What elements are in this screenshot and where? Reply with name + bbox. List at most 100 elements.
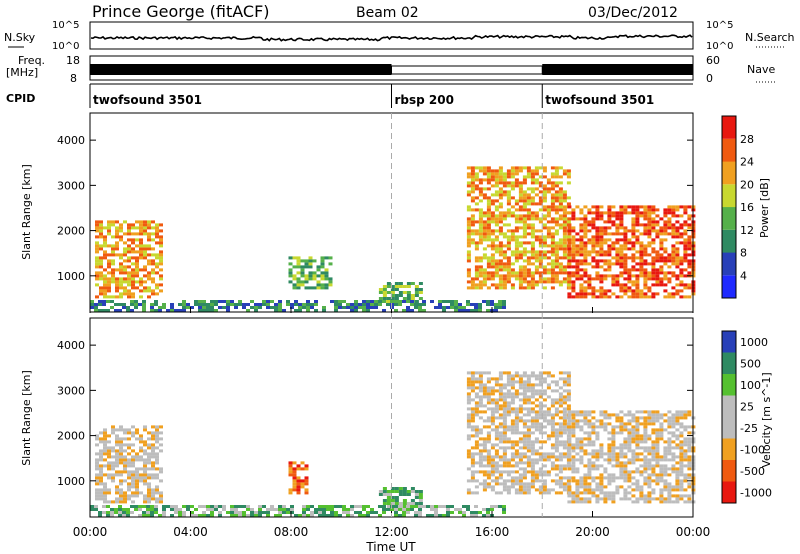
power-cell xyxy=(131,250,135,254)
power-cell xyxy=(534,256,539,260)
power-cell xyxy=(95,223,99,227)
velocity-cell xyxy=(482,479,487,483)
velocity-cell xyxy=(490,505,494,508)
velocity-cell xyxy=(583,410,588,414)
power-cell xyxy=(330,300,334,303)
power-cell xyxy=(324,274,329,278)
power-cell xyxy=(595,259,600,263)
power-cell xyxy=(522,286,527,290)
velocity-cell xyxy=(643,419,648,423)
power-cell xyxy=(546,220,551,224)
velocity-cell xyxy=(506,428,511,432)
velocity-cell xyxy=(506,470,511,474)
velocity-cell xyxy=(595,419,600,423)
power-cell xyxy=(687,205,692,209)
power-cell xyxy=(542,253,547,257)
power-cell xyxy=(538,262,543,266)
power-cell xyxy=(498,166,503,170)
power-cell xyxy=(647,244,652,248)
power-cell xyxy=(478,223,483,227)
velocity-cell xyxy=(522,446,527,450)
power-cell xyxy=(571,250,576,254)
power-cell xyxy=(530,214,535,218)
velocity-cell xyxy=(304,479,309,483)
power-cell xyxy=(554,217,559,221)
velocity-cell xyxy=(546,419,551,423)
power-cell xyxy=(554,271,559,275)
power-cell xyxy=(142,303,146,306)
velocity-cell xyxy=(122,514,126,517)
power-cell xyxy=(643,250,648,254)
velocity-cell xyxy=(538,407,543,411)
velocity-cell xyxy=(514,392,519,396)
velocity-cell xyxy=(159,497,163,501)
power-cell xyxy=(526,271,531,275)
velocity-cell xyxy=(182,514,186,517)
power-cell xyxy=(114,309,118,312)
power-cell xyxy=(378,288,383,291)
velocity-cell xyxy=(522,425,527,429)
velocity-cell xyxy=(655,461,660,465)
power-cell xyxy=(470,172,475,176)
velocity-cell xyxy=(174,505,178,508)
power-cell xyxy=(599,217,604,221)
velocity-cell xyxy=(627,437,632,441)
power-cell xyxy=(402,285,407,288)
power-cell xyxy=(498,280,503,284)
velocity-cell xyxy=(534,416,539,420)
velocity-cell xyxy=(111,428,115,432)
power-cell xyxy=(410,282,415,285)
velocity-cell xyxy=(651,431,656,435)
velocity-cell xyxy=(266,514,270,517)
velocity-cell xyxy=(675,479,680,483)
power-cell xyxy=(474,220,479,224)
power-cell xyxy=(675,208,680,212)
power-cell xyxy=(514,181,519,185)
velocity-cell xyxy=(114,511,118,514)
power-cell xyxy=(554,256,559,260)
power-cell xyxy=(474,241,479,245)
power-cell xyxy=(470,166,475,170)
power-cell xyxy=(655,283,660,287)
velocity-cell xyxy=(494,449,499,453)
velocity-cell xyxy=(300,467,305,471)
velocity-cell xyxy=(538,488,543,492)
velocity-cell xyxy=(542,377,547,381)
velocity-cell xyxy=(567,476,572,480)
velocity-cell xyxy=(683,443,688,447)
velocity-cell xyxy=(302,511,306,514)
power-cell xyxy=(611,223,616,227)
power-cell xyxy=(107,229,111,233)
power-cell xyxy=(663,220,668,224)
power-cell xyxy=(106,300,110,303)
power-cell xyxy=(506,241,511,245)
power-cell xyxy=(123,268,127,272)
velocity-cell xyxy=(99,440,103,444)
velocity-cell xyxy=(150,514,154,517)
velocity-cell xyxy=(342,508,346,511)
power-cell xyxy=(502,286,507,290)
velocity-cell xyxy=(607,413,612,417)
velocity-cell xyxy=(546,470,551,474)
power-cell xyxy=(498,190,503,194)
velocity-cell xyxy=(310,514,314,517)
velocity-cell xyxy=(298,514,302,517)
power-cell xyxy=(114,303,118,306)
power-cell xyxy=(554,196,559,200)
velocity-cell xyxy=(151,491,155,495)
power-cell xyxy=(494,175,499,179)
velocity-cell xyxy=(490,428,495,432)
velocity-cell xyxy=(639,446,644,450)
power-cell xyxy=(571,226,576,230)
power-cell xyxy=(498,193,503,197)
power-cell xyxy=(490,262,495,266)
velocity-cell xyxy=(603,422,608,426)
power-cell xyxy=(639,268,644,272)
power-cell xyxy=(562,265,567,269)
power-cell xyxy=(94,303,98,306)
power-cell xyxy=(627,280,632,284)
velocity-cell xyxy=(567,488,572,492)
power-cell xyxy=(304,280,309,284)
power-cell xyxy=(550,187,555,191)
power-cell xyxy=(687,265,692,269)
